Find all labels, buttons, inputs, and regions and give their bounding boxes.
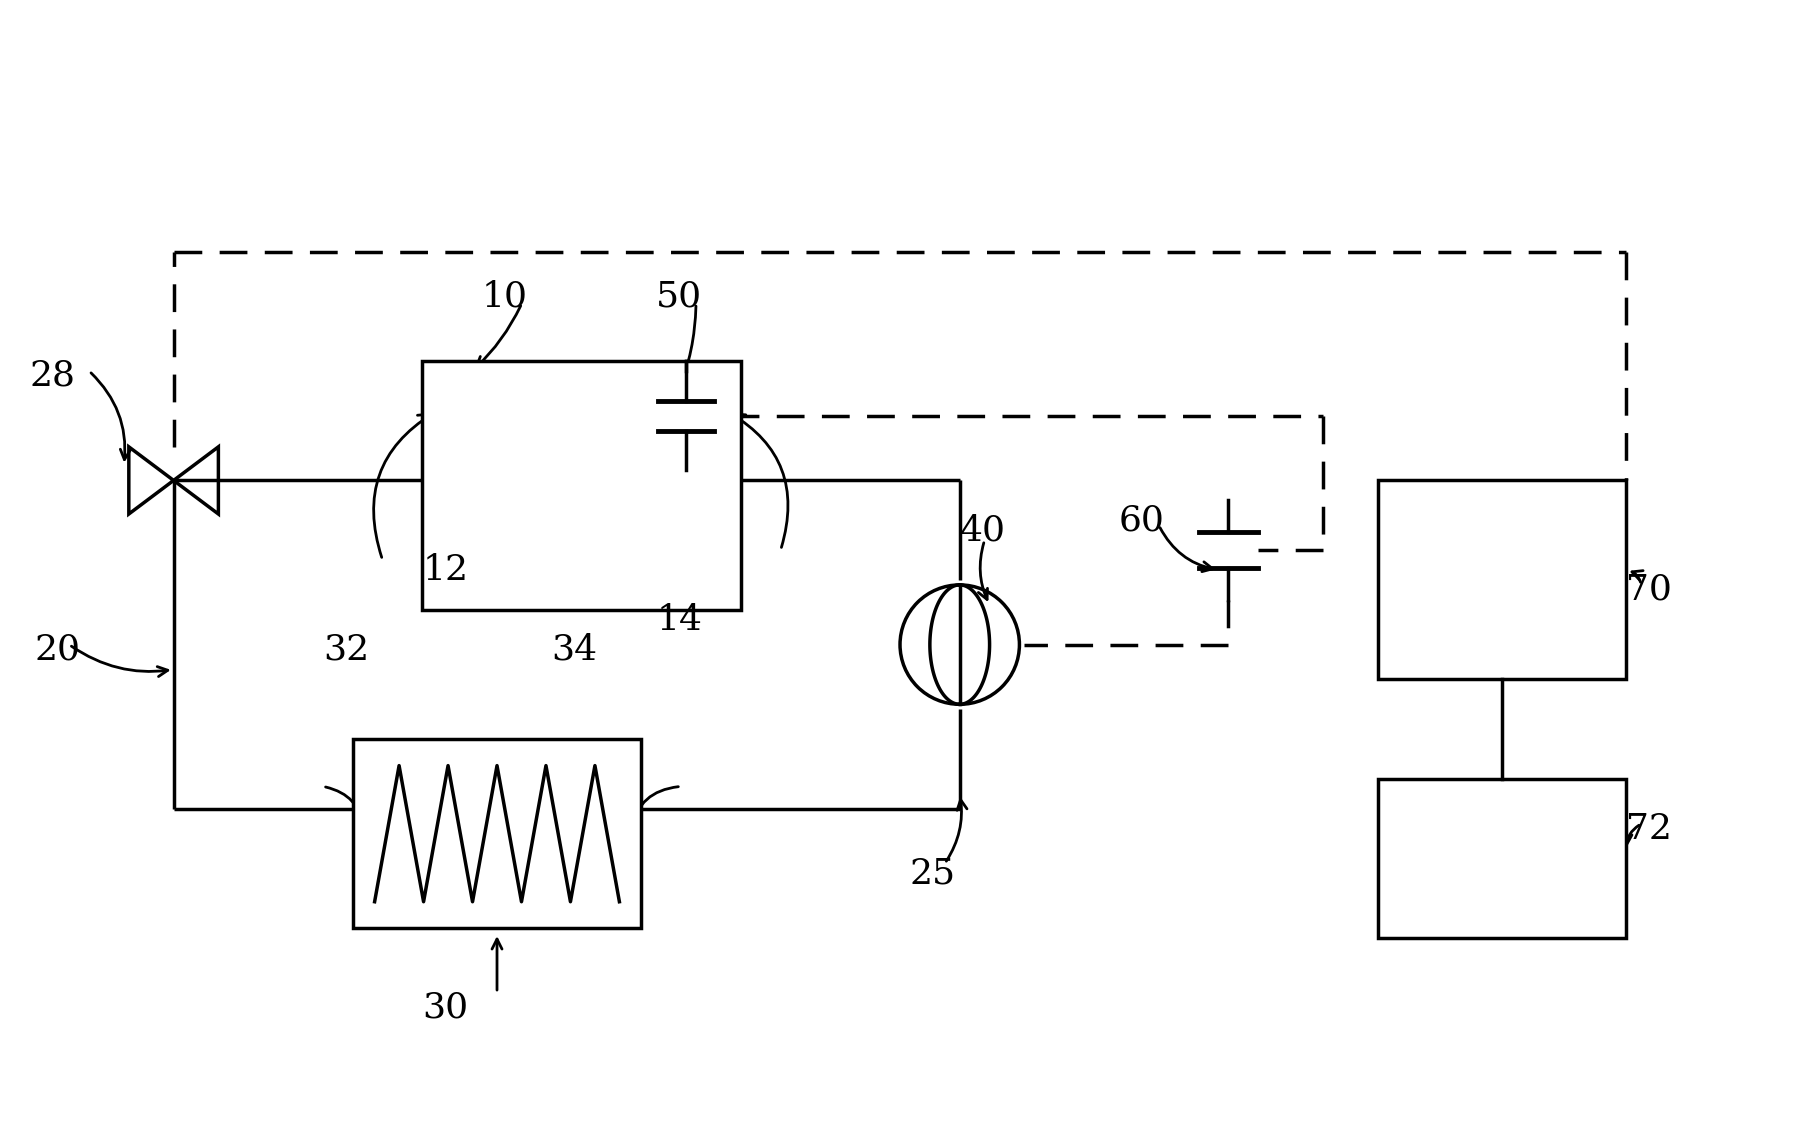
Text: 20: 20: [34, 633, 80, 667]
Text: 32: 32: [323, 633, 369, 667]
Text: 30: 30: [423, 991, 468, 1025]
Text: 60: 60: [1119, 503, 1166, 537]
Bar: [1377, 779, 1626, 938]
Text: 25: 25: [911, 857, 956, 890]
Text: 28: 28: [29, 359, 76, 393]
Text: 72: 72: [1626, 811, 1671, 845]
Text: 10: 10: [482, 279, 528, 313]
Text: 34: 34: [551, 633, 598, 667]
Bar: [352, 739, 641, 928]
Bar: [1377, 480, 1626, 679]
Text: 12: 12: [423, 553, 468, 586]
Text: 40: 40: [960, 513, 1006, 547]
Text: 70: 70: [1626, 573, 1671, 607]
Text: 14: 14: [656, 602, 703, 636]
Text: 50: 50: [656, 279, 703, 313]
Bar: [423, 360, 741, 610]
